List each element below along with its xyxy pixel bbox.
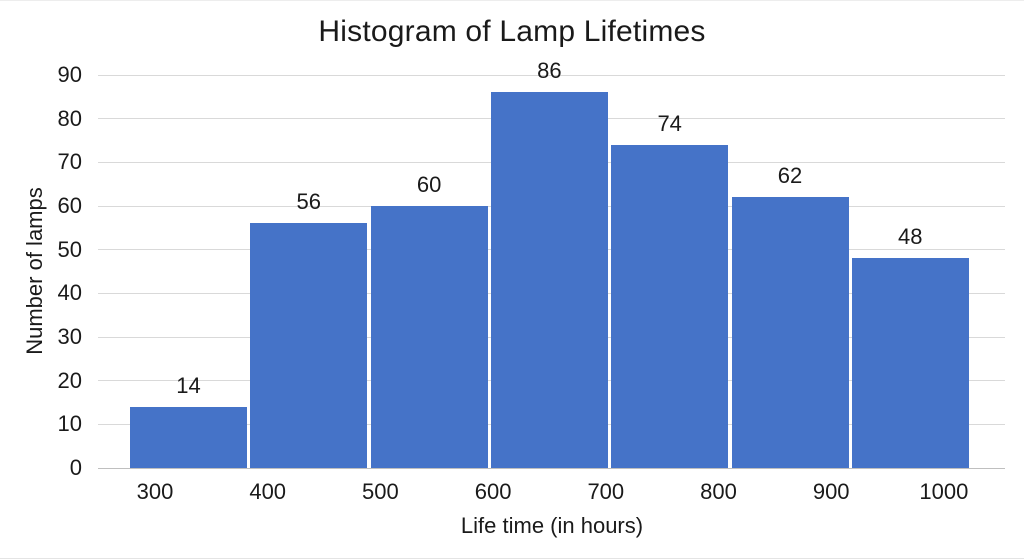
x-tick-label: 800	[700, 479, 737, 504]
bar-value-label: 62	[777, 163, 803, 189]
x-axis-title: Life time (in hours)	[460, 513, 644, 538]
x-tick-label: 700	[587, 479, 625, 504]
y-tick-label: 40	[57, 280, 82, 306]
bar-value-label: 74	[657, 110, 682, 136]
y-tick-label: 30	[57, 324, 82, 349]
bar-value-label: 14	[176, 372, 201, 398]
y-tick-label: 80	[57, 105, 82, 131]
histogram-bar	[250, 223, 368, 468]
y-tick-label: 10	[57, 411, 82, 437]
y-tick-label: 60	[57, 193, 82, 218]
histogram-bar	[731, 197, 849, 468]
bar-value-label: 48	[898, 224, 923, 250]
histogram-bar	[370, 206, 488, 468]
x-tick-label: 500	[362, 479, 399, 504]
x-tick-label: 600	[474, 479, 512, 504]
x-tick-label: 1000	[919, 479, 969, 504]
y-tick-label: 20	[57, 367, 82, 393]
x-tick-label: 300	[136, 479, 174, 504]
bar-value-label: 86	[537, 58, 562, 84]
bar-value-label: 56	[296, 189, 322, 215]
x-tick-label: 400	[249, 479, 287, 504]
y-tick-label: 90	[57, 62, 82, 87]
bar-value-label: 60	[416, 172, 442, 197]
y-gridline	[98, 74, 1005, 76]
y-tick-label: 0	[69, 455, 82, 480]
histogram-bar	[130, 406, 247, 468]
histogram-bar	[490, 92, 608, 468]
y-tick-label: 50	[57, 236, 82, 262]
chart-title: Histogram of Lamp Lifetimes	[318, 15, 706, 48]
y-tick-label: 70	[57, 149, 82, 175]
histogram-bar	[611, 144, 729, 468]
x-tick-label: 900	[812, 479, 850, 504]
histogram-bar	[851, 258, 969, 468]
x-axis-baseline	[98, 467, 1005, 469]
